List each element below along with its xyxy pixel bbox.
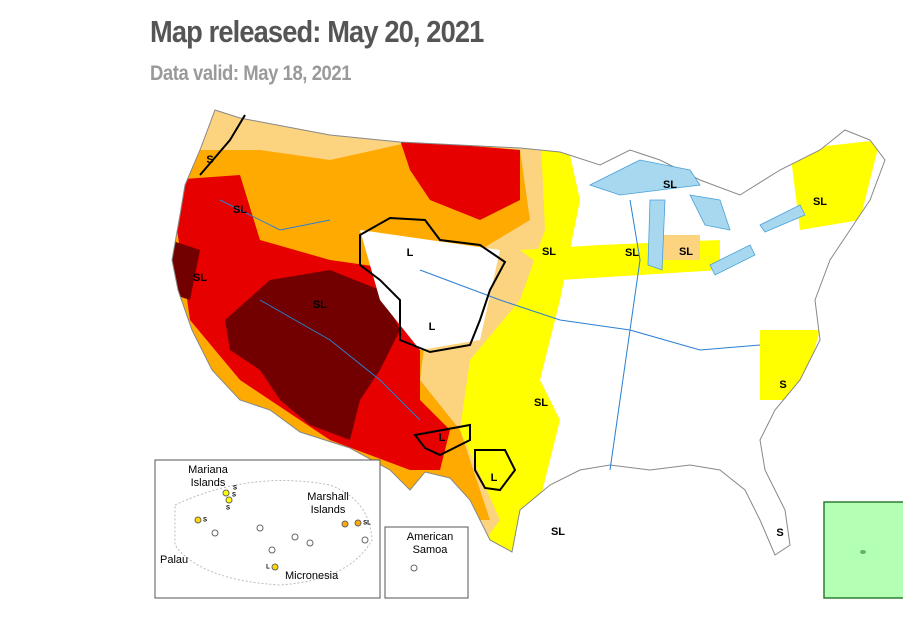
islands — [194, 489, 369, 571]
inset-marker: S — [232, 493, 236, 499]
drought-label: S — [779, 379, 786, 391]
impact-lines — [199, 114, 517, 492]
impact-boundary — [474, 449, 517, 492]
island — [354, 519, 362, 527]
inset-marker: S — [203, 518, 207, 524]
inset-label: Marshall Islands — [307, 491, 349, 516]
lake-superior — [588, 159, 701, 196]
island — [211, 529, 219, 537]
inset-label: American Samoa — [406, 531, 454, 556]
drought-label: L — [439, 432, 446, 444]
drought-label: SL — [233, 204, 247, 216]
drought-label: SL — [534, 397, 548, 409]
pacific-inset — [154, 459, 381, 599]
island — [225, 496, 233, 504]
great-lakes — [588, 159, 806, 276]
river — [259, 299, 421, 421]
inset-label: Mariana Islands — [188, 464, 228, 489]
d3-north — [400, 140, 520, 220]
island — [222, 489, 230, 497]
drought-label: SL — [193, 272, 207, 284]
island — [268, 546, 276, 554]
lake-michigan — [647, 199, 666, 271]
lake-ontario — [759, 204, 806, 233]
river — [419, 269, 631, 331]
alaska-hawaii-panel — [823, 501, 903, 599]
drought-label: S — [776, 527, 783, 539]
impact-boundary — [413, 423, 471, 457]
island — [256, 524, 264, 532]
island — [410, 564, 418, 572]
d0-newengland — [790, 140, 880, 230]
island — [860, 550, 866, 554]
inset-label: Palau — [160, 554, 189, 566]
drought-label: SL — [813, 196, 827, 208]
inset-label: Micronesia — [285, 570, 339, 582]
inset-marker: S — [233, 486, 237, 492]
drought-label: SL — [663, 179, 677, 191]
island — [341, 520, 349, 528]
drought-label: SL — [313, 299, 327, 311]
drought-label: S — [206, 154, 213, 166]
drought-label: L — [429, 321, 436, 333]
drought-label: L — [407, 247, 414, 259]
lake-huron — [689, 194, 731, 231]
drought-label: SL — [542, 246, 556, 258]
island — [194, 516, 202, 524]
impact-boundary — [359, 216, 507, 354]
map-subtitle: Data valid: May 18, 2021 — [150, 62, 352, 85]
inset-marker: L — [266, 565, 270, 571]
lake-erie — [709, 244, 756, 276]
drought-label: SL — [679, 246, 693, 258]
samoa-inset — [384, 526, 469, 599]
inset-marker: S — [226, 506, 230, 512]
map-title: Map released: May 20, 2021 — [150, 14, 484, 49]
d0-carolina — [760, 330, 820, 400]
island — [306, 539, 314, 547]
drought-label: SL — [625, 247, 639, 259]
river — [219, 199, 331, 231]
inset-boundary — [174, 480, 373, 586]
d4 — [225, 270, 400, 440]
river — [629, 329, 761, 351]
island — [361, 536, 369, 544]
drought-label: SL — [551, 526, 565, 538]
rivers — [219, 199, 761, 471]
island — [291, 533, 299, 541]
d1-michigan — [660, 235, 700, 260]
us-outline — [171, 109, 886, 556]
impact-boundary — [199, 114, 246, 176]
inset-marker: SL — [363, 521, 371, 527]
island — [271, 563, 279, 571]
drought-label: L — [491, 472, 498, 484]
no-drought-plains — [360, 230, 500, 350]
